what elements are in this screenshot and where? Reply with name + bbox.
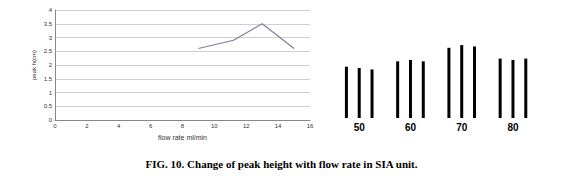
svg-text:FIG. 10. Change of peak height: FIG. 10. Change of peak height with flow…	[146, 158, 418, 170]
svg-text:flow rate ml/min: flow rate ml/min	[158, 134, 207, 141]
svg-text:6: 6	[149, 123, 153, 129]
svg-text:0: 0	[49, 117, 53, 123]
svg-text:4: 4	[49, 7, 53, 13]
svg-text:50: 50	[354, 122, 366, 133]
svg-text:80: 80	[507, 122, 519, 133]
svg-text:peak h(cm): peak h(cm)	[31, 50, 37, 80]
svg-text:2: 2	[49, 62, 53, 68]
svg-text:0.5: 0.5	[44, 103, 53, 109]
svg-text:70: 70	[456, 122, 468, 133]
svg-text:2.5: 2.5	[44, 48, 53, 54]
svg-text:3: 3	[49, 35, 53, 41]
svg-text:1: 1	[49, 90, 53, 96]
svg-text:8: 8	[181, 123, 185, 129]
svg-text:2: 2	[85, 123, 89, 129]
svg-text:3.5: 3.5	[44, 21, 53, 27]
svg-text:12: 12	[243, 123, 250, 129]
svg-text:0: 0	[53, 123, 57, 129]
svg-text:14: 14	[275, 123, 282, 129]
svg-text:1.5: 1.5	[44, 76, 53, 82]
svg-text:4: 4	[117, 123, 121, 129]
svg-text:60: 60	[405, 122, 417, 133]
svg-text:16: 16	[307, 123, 314, 129]
svg-text:10: 10	[211, 123, 218, 129]
